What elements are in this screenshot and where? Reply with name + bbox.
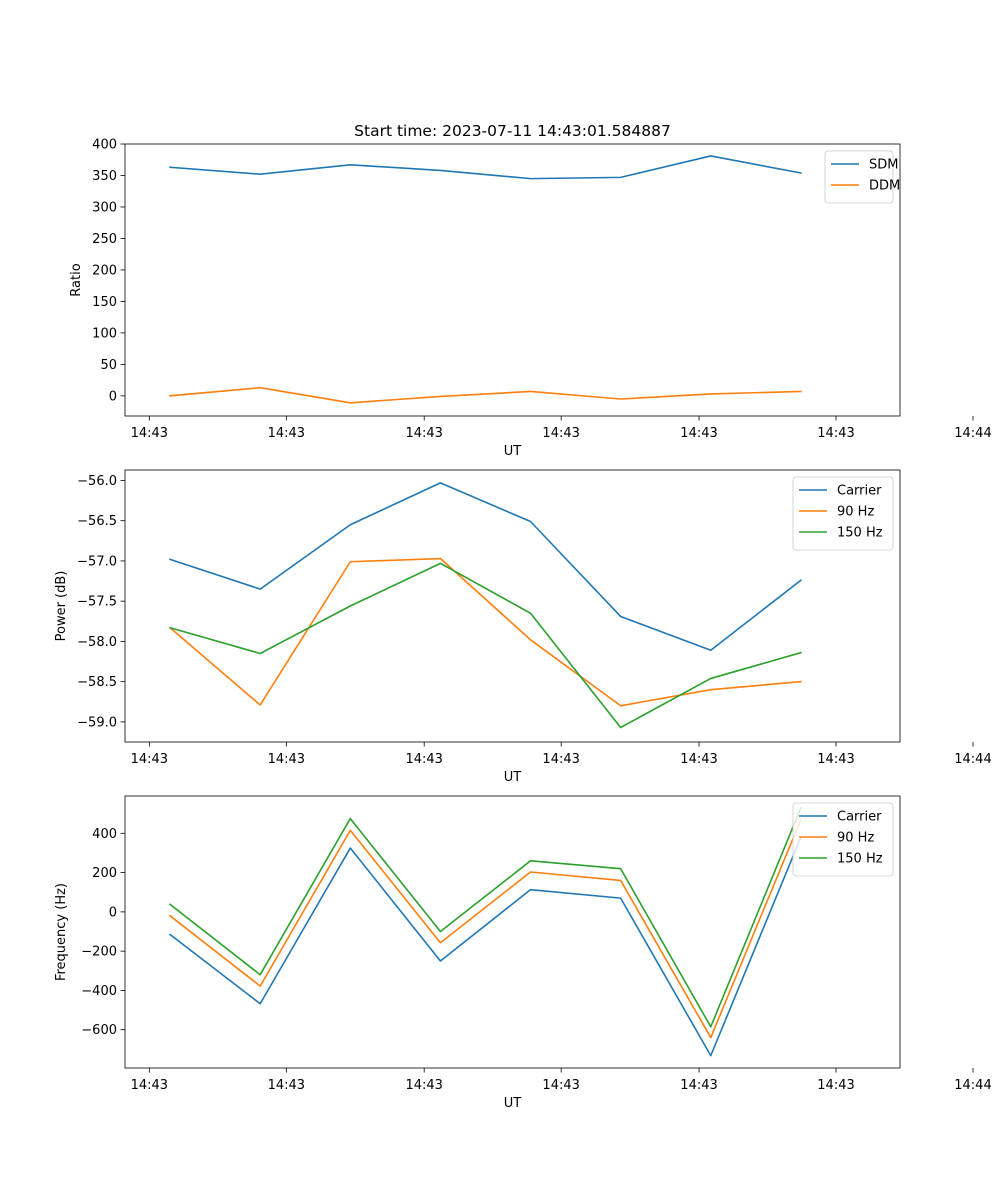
legend: SDM DDM: [824, 150, 900, 204]
axes-frame: [124, 795, 901, 1069]
series-line-carrier: [168, 836, 802, 1057]
x-tick-label: 14:44: [954, 426, 991, 441]
y-tick-label: 400: [92, 827, 117, 842]
y-tick-label: −58.5: [77, 675, 117, 690]
y-tick-label: −58.0: [77, 635, 117, 650]
x-axis-label: UT: [504, 770, 522, 785]
y-tick-label: −400: [81, 984, 117, 999]
series-line-150-hz: [168, 806, 802, 1028]
y-axis-label: Frequency (Hz): [54, 883, 69, 981]
frequency-panel: 14:43 14:43 14:43 14:43 14:43 14:43 14:44 −600 −…: [54, 795, 992, 1111]
x-tick-label: 14:43: [268, 752, 305, 767]
x-tick-label: 14:43: [542, 426, 579, 441]
y-tick-label: −200: [81, 945, 117, 960]
y-axis-label: Ratio: [69, 263, 84, 296]
x-tick-label: 14:43: [268, 1078, 305, 1093]
y-tick-label: 0: [109, 905, 117, 920]
y-tick-label: −600: [81, 1023, 117, 1038]
x-tick-label: 14:43: [680, 426, 717, 441]
legend-label-150-hz: 150 Hz: [837, 852, 883, 867]
y-axis-label: Power (dB): [54, 571, 69, 642]
legend-label-sdm: SDM: [869, 158, 898, 173]
legend-label-carrier: Carrier: [837, 484, 882, 499]
x-tick-label: 14:43: [542, 752, 579, 767]
x-tick-label: 14:43: [680, 752, 717, 767]
series-line-90-hz: [168, 557, 802, 707]
legend: Carrier 90 Hz 150 Hz: [792, 476, 894, 551]
x-tick-label: 14:43: [268, 426, 305, 441]
x-tick-label: 14:43: [817, 1078, 854, 1093]
x-tick-label: 14:43: [131, 1078, 168, 1093]
x-tick-label: 14:43: [680, 1078, 717, 1093]
series-line-90-hz: [168, 818, 802, 1039]
y-tick-label: 100: [92, 326, 117, 341]
series-line-ddm: [169, 386, 802, 404]
y-tick-label: 200: [92, 263, 117, 278]
y-tick-label: 0: [109, 389, 117, 404]
x-tick-label: 14:43: [405, 752, 442, 767]
y-tick-label: 350: [92, 169, 117, 184]
y-tick-label: −56.0: [77, 474, 117, 489]
legend-label-90-hz: 90 Hz: [837, 831, 874, 846]
power-panel: 14:43 14:43 14:43 14:43 14:43 14:43 14:44 −59.0…: [54, 469, 992, 785]
y-tick-label: 50: [100, 358, 117, 373]
x-tick-label: 14:43: [405, 426, 442, 441]
x-tick-label: 14:44: [954, 752, 991, 767]
series-line-sdm: [169, 155, 802, 180]
x-tick-label: 14:43: [542, 1078, 579, 1093]
y-tick-label: 150: [92, 295, 117, 310]
x-tick-label: 14:43: [405, 1078, 442, 1093]
x-axis-label: UT: [504, 444, 522, 459]
y-tick-label: 200: [92, 866, 117, 881]
figure-title: Start time: 2023-07-11 14:43:01.584887: [354, 122, 671, 140]
y-tick-label: 300: [92, 200, 117, 215]
legend-label-ddm: DDM: [869, 179, 900, 194]
legend: Carrier 90 Hz 150 Hz: [792, 802, 894, 877]
series-line-150-hz: [169, 562, 802, 729]
y-tick-label: −56.5: [77, 514, 117, 529]
x-tick-label: 14:43: [131, 426, 168, 441]
x-axis-label: UT: [504, 1096, 522, 1111]
legend-label-carrier: Carrier: [837, 810, 882, 825]
series-line-carrier: [169, 482, 802, 652]
y-tick-label: −59.0: [77, 715, 117, 730]
y-tick-label: −57.5: [77, 595, 117, 610]
legend-label-150-hz: 150 Hz: [837, 526, 883, 541]
x-tick-label: 14:43: [817, 426, 854, 441]
y-tick-label: 250: [92, 232, 117, 247]
axes-frame: [124, 143, 901, 417]
y-tick-label: 400: [92, 138, 117, 153]
x-tick-label: 14:43: [817, 752, 854, 767]
x-tick-label: 14:44: [954, 1078, 991, 1093]
y-tick-label: −57.0: [77, 554, 117, 569]
axes-frame: [124, 469, 901, 743]
ratio-panel: 14:43 14:43 14:43 14:43 14:43 14:43 14:44 0 50 10…: [69, 138, 992, 460]
x-tick-label: 14:43: [131, 752, 168, 767]
legend-label-90-hz: 90 Hz: [837, 505, 874, 520]
